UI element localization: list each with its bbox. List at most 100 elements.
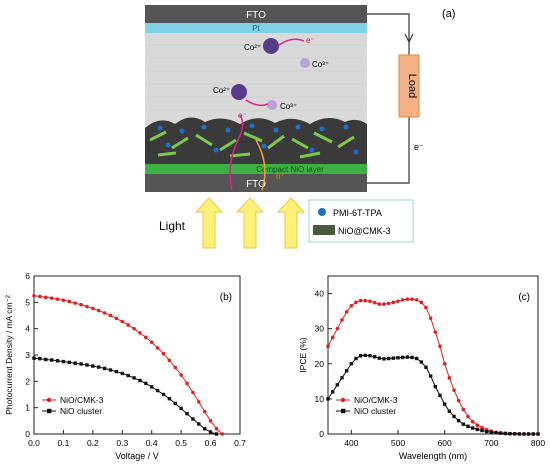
data-point (494, 431, 498, 435)
data-point (536, 432, 540, 436)
film-legend-icon (313, 225, 335, 235)
data-point (433, 330, 438, 334)
data-point (414, 298, 419, 302)
data-point (173, 401, 177, 406)
data-point (138, 378, 142, 383)
hole-path (255, 139, 266, 191)
data-point (461, 422, 466, 426)
co2-label-lower: Co²⁺ (213, 86, 230, 95)
data-point (424, 365, 428, 369)
data-point (155, 388, 160, 393)
data-point (368, 354, 372, 358)
data-point (43, 295, 48, 300)
data-point (419, 360, 424, 364)
y-tick-label: 2 (25, 376, 30, 386)
data-point (475, 427, 480, 432)
electron-arrow-mid (245, 99, 269, 107)
co3-ion-lower (267, 100, 277, 110)
data-point (167, 358, 172, 363)
data-point (349, 304, 354, 308)
x-tick-label: 700 (484, 438, 498, 448)
y-tick-label: 3 (25, 350, 30, 360)
data-point (32, 293, 36, 298)
load-box (398, 54, 420, 118)
data-point (97, 365, 101, 369)
data-point (358, 354, 363, 358)
data-point (522, 432, 526, 436)
co2-ion-upper (263, 38, 279, 54)
legend-label: NiO cluster (354, 406, 396, 416)
electron-label-top: e⁻ (306, 36, 315, 45)
y-tick-label: 6 (25, 271, 30, 281)
data-point (161, 351, 166, 356)
x-tick-label: 0.2 (87, 438, 99, 448)
data-point (132, 326, 136, 331)
light-arrow-icon (235, 197, 265, 249)
data-point (108, 313, 113, 318)
data-point (173, 365, 178, 370)
data-point (424, 305, 428, 310)
data-point (344, 310, 349, 314)
x-tick-label: 0.3 (116, 438, 128, 448)
light-arrows (194, 197, 306, 249)
compact-nio-label: Compact NiO layer (256, 165, 324, 174)
light-label: Light (159, 219, 186, 233)
hole-label: h⁺ (276, 172, 285, 181)
data-point (354, 300, 358, 305)
data-point (149, 340, 154, 345)
data-point (96, 308, 101, 313)
data-point (358, 298, 363, 303)
data-point (344, 369, 349, 373)
data-point (470, 426, 475, 430)
y-axis-label: IPCE (%) (298, 337, 308, 373)
dye-legend-icon (318, 208, 326, 216)
electron-arrow-top (278, 38, 305, 46)
data-point (91, 306, 95, 311)
co3-label-upper: Co³⁺ (312, 60, 329, 69)
electron-label-right: e⁻ (414, 142, 424, 152)
panel-label: (b) (220, 292, 232, 303)
data-point (61, 298, 66, 303)
data-point (531, 432, 536, 436)
electron-label-mid: e⁻ (238, 111, 247, 120)
data-point (400, 355, 405, 360)
y-tick-label: 30 (315, 324, 325, 334)
data-point (438, 393, 442, 398)
data-point (526, 432, 531, 436)
data-point (108, 368, 113, 372)
co3-label-lower: Co³⁺ (280, 102, 297, 111)
data-point (67, 360, 72, 365)
data-point (214, 432, 219, 436)
legend-label: NiO/CMK-3 (60, 395, 104, 405)
device-schematic: FTO Pt Compact NiO layer FTO (145, 5, 455, 249)
data-point (498, 431, 503, 435)
data-point (480, 428, 484, 433)
data-point (330, 390, 335, 394)
data-point (91, 364, 95, 368)
data-point (326, 397, 330, 401)
data-point (386, 356, 391, 361)
panel-a-label: (a) (442, 8, 455, 20)
y-tick-label: 4 (25, 324, 30, 334)
panel-label: (c) (518, 292, 530, 303)
data-point (466, 424, 470, 428)
data-point (197, 422, 201, 426)
data-point (414, 356, 419, 361)
legend-marker (340, 397, 346, 403)
co2-ion-lower (231, 84, 247, 100)
data-point (38, 294, 42, 299)
y-tick-label: 40 (315, 289, 325, 299)
data-point (433, 384, 438, 389)
circuit-arrow-icon (404, 33, 414, 44)
data-point (214, 426, 219, 431)
legend-marker (341, 408, 346, 414)
data-point (155, 346, 160, 350)
data-point (44, 357, 48, 362)
y-tick-label: 1 (25, 403, 30, 413)
data-point (49, 358, 54, 362)
data-point (349, 362, 354, 366)
data-point (340, 318, 344, 322)
data-point (475, 423, 480, 428)
legend-marker (46, 397, 52, 403)
y-tick-label: 5 (25, 297, 30, 307)
